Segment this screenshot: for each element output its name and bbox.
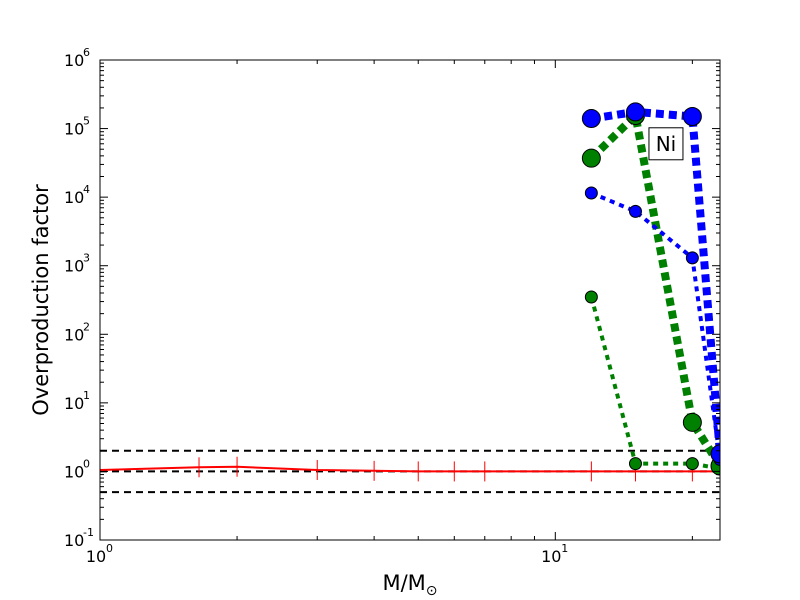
x-axis-title: M/M⊙ [382,571,437,599]
y-axis-title: Overproduction factor [29,184,53,416]
y-tick-label: 10 [64,51,84,70]
y-tick-label: 10 [64,462,84,481]
series-point [581,148,601,168]
plot-frame [99,59,721,541]
y-tick-exponent: 3 [83,252,90,265]
series-point [710,444,720,464]
x-tick-label: 10 [86,547,106,566]
series-line [588,107,720,469]
series-point [628,204,642,218]
y-tick-label: 10 [64,325,84,344]
series-line [100,465,720,473]
annotation-box [648,127,684,161]
series-point [682,106,702,126]
y-tick-label: 10 [64,531,84,550]
y-tick-label: 10 [64,188,84,207]
axis-titles: M/M⊙ Overproduction factor [29,184,438,599]
annotation-layer: Ni [648,127,684,161]
y-tick-exponent: 4 [83,183,90,196]
series-layer [100,102,720,482]
series-line [590,191,720,460]
series-point [685,457,699,471]
x-tick-exponent: 0 [106,542,113,555]
y-tick-exponent: -1 [83,526,94,539]
annotation-label: Ni [656,132,677,156]
x-tick-exponent: 1 [561,542,568,555]
series-point [584,290,598,304]
series-point [625,102,645,122]
y-tick-exponent: 6 [83,46,90,59]
plot-area [100,60,720,540]
x-axis-title-subscript: ⊙ [426,583,438,599]
y-tick-exponent: 2 [83,320,90,333]
series-point [584,186,598,200]
y-tick-label: 10 [64,120,84,139]
series-point [581,109,601,129]
series-point [685,251,699,265]
y-tick-label: 10 [64,257,84,276]
series-line [589,296,720,471]
y-tick-label: 10 [64,394,84,413]
series-point [682,412,702,432]
y-tick-exponent: 5 [83,115,90,128]
y-tick-exponent: 1 [83,389,90,402]
series-point [628,457,642,471]
x-tick-label: 10 [541,547,561,566]
y-tick-exponent: 0 [83,457,90,470]
x-axis-title-main: M/M [382,571,425,595]
